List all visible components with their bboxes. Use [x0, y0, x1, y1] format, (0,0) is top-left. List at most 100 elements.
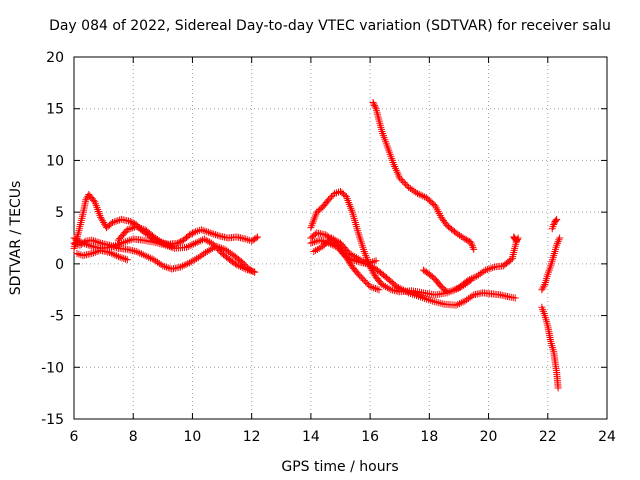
data-point-marker	[468, 242, 476, 250]
y-axis-label: SDTVAR / TECUs	[8, 181, 24, 296]
data-point-marker	[159, 262, 167, 270]
data-point-marker	[88, 250, 96, 258]
data-point-marker	[456, 231, 464, 239]
y-tick-label: -10	[41, 360, 64, 376]
data-point-marker	[511, 294, 519, 302]
data-point-marker	[554, 238, 562, 246]
data-point-marker	[114, 253, 122, 261]
data-points	[70, 99, 564, 392]
data-point-marker	[125, 225, 133, 233]
data-point-marker	[469, 244, 477, 252]
data-point-marker	[193, 238, 201, 246]
data-point-marker	[191, 239, 199, 247]
data-point-marker	[514, 234, 522, 242]
data-point-marker	[513, 236, 521, 244]
data-point-marker	[123, 256, 131, 264]
data-point-marker	[470, 245, 478, 253]
data-point-marker	[132, 223, 140, 231]
data-point-marker	[555, 236, 563, 244]
data-point-marker	[359, 275, 367, 283]
data-point-marker	[70, 234, 78, 242]
data-point-marker	[123, 226, 131, 234]
data-point-marker	[143, 252, 151, 260]
data-point-marker	[367, 262, 375, 270]
data-point-marker	[360, 276, 368, 284]
data-point-marker	[315, 244, 323, 252]
data-point-marker	[155, 259, 163, 267]
data-point-marker	[474, 271, 482, 279]
data-point-marker	[113, 252, 121, 260]
data-point-marker	[193, 255, 201, 263]
data-point-marker	[368, 283, 376, 291]
data-point-marker	[368, 263, 376, 271]
x-tick-label: 14	[302, 429, 320, 445]
series-arc-11	[419, 266, 475, 296]
data-point-marker	[109, 250, 117, 258]
x-tick-label: 18	[420, 429, 438, 445]
data-point-marker	[402, 180, 410, 188]
data-point-marker	[249, 268, 257, 276]
data-point-marker	[254, 233, 262, 241]
data-point-marker	[456, 283, 464, 291]
data-point-marker	[157, 261, 165, 269]
data-point-marker	[467, 276, 475, 284]
data-point-marker	[107, 249, 115, 257]
data-point-marker	[145, 253, 153, 261]
data-point-marker	[463, 279, 471, 287]
data-point-marker	[382, 283, 390, 291]
data-point-marker	[185, 259, 193, 267]
data-point-marker	[552, 216, 560, 224]
x-axis-label: GPS time / hours	[281, 459, 398, 475]
data-point-marker	[312, 246, 320, 254]
data-point-marker	[396, 174, 404, 182]
data-point-marker	[206, 238, 214, 246]
data-point-marker	[251, 268, 259, 276]
data-point-marker	[129, 219, 137, 227]
data-point-marker	[460, 281, 468, 289]
data-point-marker	[554, 384, 562, 392]
data-point-marker	[233, 261, 241, 269]
data-point-marker	[453, 285, 461, 293]
data-point-marker	[236, 263, 244, 271]
data-point-marker	[162, 240, 170, 248]
data-point-marker	[111, 251, 119, 259]
data-point-marker	[457, 299, 465, 307]
data-point-marker	[452, 301, 460, 309]
data-point-marker	[313, 245, 321, 253]
data-point-marker	[150, 233, 158, 241]
data-point-marker	[203, 247, 211, 255]
data-point-marker	[210, 230, 218, 238]
data-point-marker	[365, 261, 373, 269]
data-point-marker	[189, 257, 197, 265]
x-tick-label: 8	[129, 429, 138, 445]
x-tick-label: 22	[539, 429, 557, 445]
data-point-marker	[252, 234, 260, 242]
data-point-marker	[363, 260, 371, 268]
data-point-marker	[118, 254, 126, 262]
data-point-marker	[223, 247, 231, 255]
data-point-marker	[75, 237, 83, 245]
data-point-marker	[406, 185, 414, 193]
data-point-marker	[74, 236, 82, 244]
data-point-marker	[462, 236, 470, 244]
data-point-marker	[184, 242, 192, 250]
data-point-marker	[553, 239, 561, 247]
data-point-marker	[146, 254, 154, 262]
data-point-marker	[91, 248, 99, 256]
data-point-marker	[128, 218, 136, 226]
data-point-marker	[399, 177, 407, 185]
data-point-marker	[184, 260, 192, 268]
data-point-marker	[93, 248, 101, 256]
data-point-marker	[187, 230, 195, 238]
data-point-marker	[148, 255, 156, 263]
data-point-marker	[207, 245, 215, 253]
data-point-marker	[465, 278, 473, 286]
y-tick-label: -5	[50, 309, 64, 325]
data-point-marker	[202, 236, 210, 244]
data-point-marker	[467, 238, 475, 246]
y-tick-label: 10	[46, 153, 64, 169]
data-point-marker	[82, 240, 90, 248]
data-point-marker	[363, 280, 371, 288]
data-point-marker	[155, 237, 163, 245]
data-point-marker	[417, 191, 425, 199]
